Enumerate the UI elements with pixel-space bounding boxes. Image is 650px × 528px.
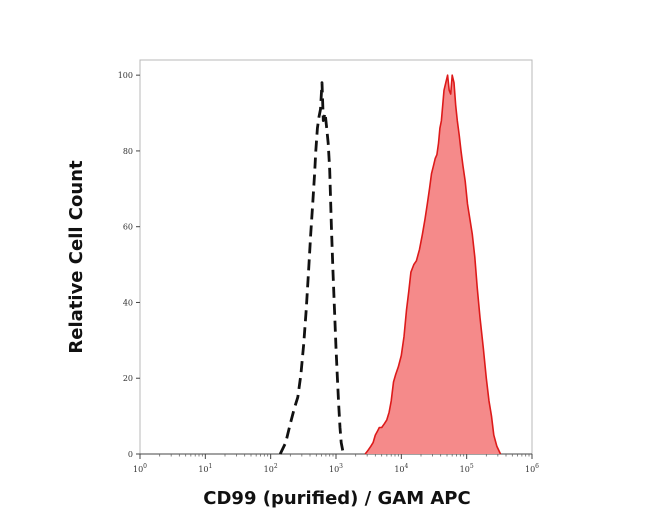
y-axis-title: Relative Cell Count: [66, 160, 87, 354]
x-tick-label-4: 104: [394, 463, 408, 474]
x-axis-title: CD99 (purified) / GAM APC: [203, 488, 470, 509]
x-tick-label-2: 102: [264, 463, 278, 474]
x-tick-label-5: 105: [460, 463, 474, 474]
y-tick-label-1: 20: [123, 374, 133, 383]
series-1-area: [365, 75, 501, 454]
y-tick-label-2: 40: [123, 298, 133, 307]
x-tick-label-1: 101: [198, 463, 212, 474]
y-tick-label-3: 60: [123, 223, 133, 232]
x-tick-label-3: 103: [329, 463, 343, 474]
series-1-line: [364, 74, 502, 455]
axis-layer: 0 20 40 60 80 100 100 101 102 103 104 105 106: [118, 71, 539, 474]
series-layer: [278, 74, 502, 455]
y-tick-label-4: 80: [123, 147, 133, 156]
x-tick-label-6: 106: [525, 463, 539, 474]
y-tick-label-0: 0: [128, 450, 133, 459]
y-tick-label-5: 100: [118, 71, 133, 80]
x-tick-label-0: 100: [133, 463, 147, 474]
series-0-line: [278, 81, 345, 455]
